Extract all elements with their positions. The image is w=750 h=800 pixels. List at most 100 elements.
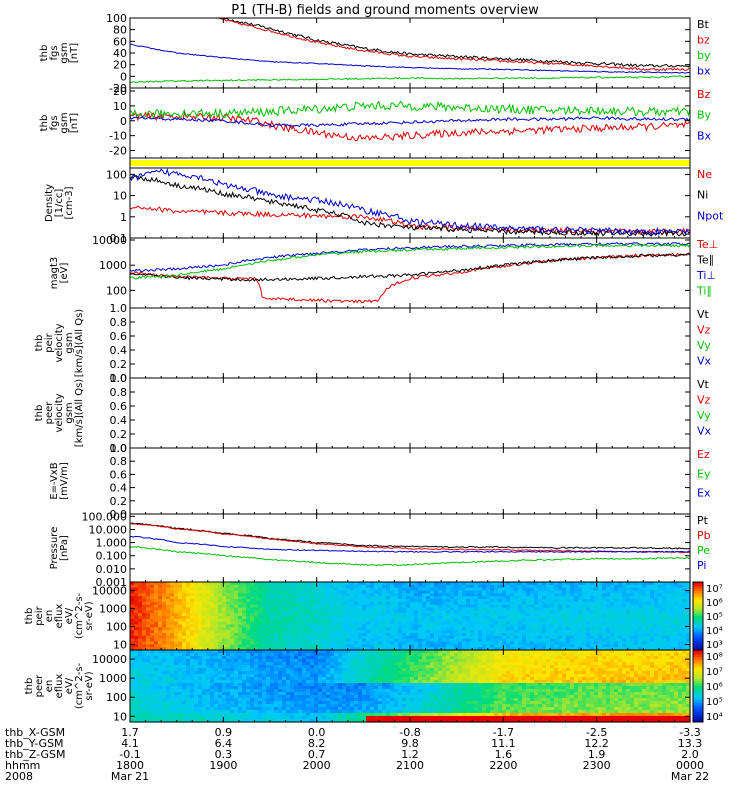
heatmap-cell: [286, 704, 291, 708]
heatmap-cell: [178, 668, 183, 672]
heatmap-cell: [218, 647, 223, 651]
heatmap-cell: [314, 607, 319, 611]
heatmap-cell: [302, 686, 307, 690]
heatmap-cell: [218, 662, 223, 666]
heatmap-cell: [346, 584, 351, 589]
heatmap-cell: [458, 593, 463, 597]
heatmap-cell: [310, 641, 315, 645]
heatmap-cell: [606, 635, 611, 640]
heatmap-cell: [358, 601, 363, 606]
heatmap-cell: [274, 704, 279, 708]
heatmap-cell: [558, 587, 563, 592]
heatmap-cell: [538, 610, 543, 614]
heatmap-cell: [534, 644, 539, 648]
heatmap-cell: [442, 582, 447, 586]
heatmap-cell: [550, 647, 555, 651]
heatmap-cell: [330, 584, 335, 589]
heatmap-cell: [262, 630, 267, 634]
heatmap-cell: [142, 618, 147, 623]
heatmap-cell: [634, 644, 639, 648]
heatmap-cell: [354, 604, 359, 609]
heatmap-cell: [238, 638, 243, 643]
colorbar-segment: [693, 634, 703, 637]
heatmap-cell: [234, 593, 239, 597]
heatmap-cell: [402, 647, 407, 651]
heatmap-cell: [482, 630, 487, 634]
heatmap-cell: [278, 698, 283, 702]
heatmap-cell: [422, 613, 427, 617]
heatmap-cell: [258, 596, 263, 600]
heatmap-cell: [602, 638, 607, 643]
heatmap-cell: [570, 633, 575, 637]
heatmap-cell: [654, 590, 659, 594]
heatmap-cell: [350, 680, 355, 684]
heatmap-cell: [278, 616, 283, 620]
heatmap-cell: [218, 692, 223, 696]
heatmap-cell: [186, 701, 191, 705]
heatmap-cell: [210, 601, 215, 606]
heatmap-cell: [198, 716, 203, 720]
heatmap-cell: [582, 599, 587, 603]
heatmap-cell: [142, 582, 147, 586]
colorbar-segment: [693, 586, 703, 590]
heatmap-cell: [490, 618, 495, 623]
heatmap-cell: [218, 582, 223, 586]
heatmap-cell: [222, 635, 227, 640]
heatmap-cell: [350, 683, 355, 687]
heatmap-cell: [402, 613, 407, 617]
heatmap-cell: [302, 633, 307, 637]
heatmap-cell: [658, 638, 663, 643]
heatmap-cell: [414, 593, 419, 597]
heatmap-cell: [470, 587, 475, 592]
heatmap-cell: [346, 707, 351, 711]
heatmap-cell: [282, 698, 287, 702]
heatmap-cell: [190, 701, 195, 705]
heatmap-cell: [614, 621, 619, 626]
heatmap-cell: [234, 621, 239, 626]
heatmap-cell: [478, 590, 483, 594]
heatmap-cell: [346, 710, 351, 714]
heatmap-cell: [138, 596, 143, 600]
heatmap-cell: [370, 599, 375, 603]
heatmap-cell: [134, 692, 139, 696]
heatmap-cell: [358, 644, 363, 648]
heatmap-cell: [270, 627, 275, 631]
heatmap-cell: [522, 635, 527, 640]
heatmap-cell: [150, 587, 155, 592]
heatmap-cell: [498, 644, 503, 648]
heatmap-cell: [318, 659, 323, 663]
heatmap-cell: [138, 692, 143, 696]
heatmap-cell: [294, 680, 299, 684]
heatmap-cell: [246, 695, 251, 699]
heatmap-cell: [486, 599, 491, 603]
heatmap-cell: [286, 650, 291, 654]
heatmap-cell: [310, 618, 315, 623]
heatmap-cell: [562, 644, 567, 648]
heatmap-cell: [310, 692, 315, 696]
heatmap-cell: [530, 633, 535, 637]
heatmap-cell: [230, 665, 235, 669]
heatmap-cell: [646, 590, 651, 594]
heatmap-cell: [322, 584, 327, 589]
heatmap-cell: [210, 698, 215, 702]
heatmap-cell: [250, 695, 255, 699]
heatmap-cell: [658, 633, 663, 637]
heatmap-cell: [138, 674, 143, 678]
heatmap-cell: [534, 587, 539, 592]
heatmap-cell: [486, 601, 491, 606]
heatmap-cell: [338, 647, 343, 651]
heatmap-cell: [382, 590, 387, 594]
heatmap-cell: [454, 621, 459, 626]
heatmap-cell: [286, 674, 291, 678]
heatmap-cell: [422, 641, 427, 645]
heatmap-cell: [138, 686, 143, 690]
heatmap-cell: [138, 662, 143, 666]
heatmap-cell: [170, 719, 175, 723]
heatmap-cell: [282, 587, 287, 592]
heatmap-cell: [514, 607, 519, 611]
heatmap-cell: [254, 607, 259, 611]
heatmap-cell: [494, 590, 499, 594]
heatmap-cell: [162, 630, 167, 634]
heatmap-cell: [194, 689, 199, 693]
heatmap-cell: [138, 683, 143, 687]
